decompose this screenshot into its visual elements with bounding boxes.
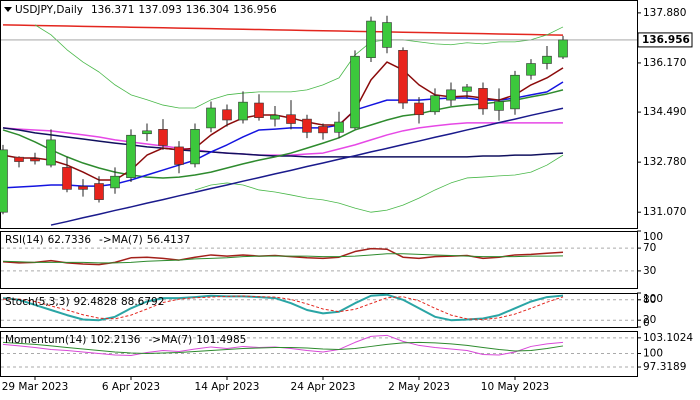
candle-body: [126, 134, 136, 178]
indicator-value: 88.6792: [121, 296, 164, 308]
series-line: [194, 154, 564, 213]
candle-body: [110, 175, 120, 189]
candle-body: [286, 114, 296, 124]
candle-body: [446, 89, 456, 101]
y-tick-label: 100: [643, 231, 663, 243]
indicator-value: 101.4985: [196, 334, 246, 346]
y-tick-label: 100: [643, 348, 663, 360]
x-tick-label: 6 Apr 2023: [102, 381, 160, 393]
candle-body: [206, 107, 216, 129]
candle-body: [46, 139, 56, 166]
series-line: [2, 24, 564, 36]
chart-header: USDJPY,Daily 136.371 137.093 136.304 136.956: [15, 4, 277, 16]
candle-body: [478, 88, 488, 110]
y-tick-label: 80: [643, 294, 656, 306]
candle-body: [382, 22, 392, 48]
candle-body: [270, 115, 280, 120]
candle-body: [334, 121, 344, 133]
header-value: 137.093: [138, 4, 181, 16]
series-line: [2, 253, 564, 264]
header-value: 136.371: [91, 4, 134, 16]
y-tick-label: 131.070: [643, 206, 686, 218]
candle-body: [62, 167, 72, 190]
x-tick-label: 10 May 2023: [481, 381, 549, 393]
candle-body: [350, 55, 360, 129]
series-line: [2, 61, 564, 181]
panel-frame: [0, 231, 638, 289]
candle-body: [526, 63, 536, 76]
candle-body: [30, 158, 40, 162]
candle-body: [414, 102, 424, 116]
candle-body: [14, 156, 24, 162]
series-line: [3, 295, 564, 321]
candle-body: [158, 129, 168, 146]
indicator-name: ->MA(7): [149, 334, 193, 346]
menu-arrow: [4, 7, 12, 12]
candle-body: [190, 129, 200, 165]
candle-body: [542, 55, 552, 64]
indicator-value: 102.2136: [90, 334, 140, 346]
indicator-name: Stoch(5,3,3): [5, 296, 70, 308]
candle-body: [318, 126, 328, 134]
y-tick-label: 70: [643, 242, 656, 254]
x-tick-label: 2 May 2023: [388, 381, 450, 393]
candle-body: [254, 102, 264, 118]
candle-body: [142, 130, 152, 135]
candle-body: [238, 101, 248, 121]
series-line: [2, 341, 564, 354]
indicator-value: 62.7336: [48, 234, 92, 246]
candle-body: [494, 101, 504, 111]
y-tick-label: 137.880: [643, 7, 686, 19]
candle-body: [366, 20, 376, 58]
candle-body: [94, 183, 104, 200]
header-value: 136.956: [233, 4, 277, 16]
candle-body: [174, 146, 184, 165]
candle-body: [462, 86, 472, 92]
candle-body: [510, 74, 520, 110]
x-tick-label: 29 Mar 2023: [2, 381, 69, 393]
y-tick-label: 136.170: [643, 57, 686, 69]
candle-body: [302, 118, 312, 133]
indicator-value: 92.4828: [74, 296, 117, 308]
y-tick-label: 30: [643, 265, 656, 277]
indicator-name: Momentum(14): [5, 334, 86, 346]
series-line: [2, 89, 564, 179]
y-tick-label: 0: [643, 317, 650, 329]
indicator-name: ->MA(7): [99, 234, 143, 246]
indicator-value: 56.4137: [147, 234, 190, 246]
indicator-header: RSI(14) 62.7336 ->MA(7) 56.4137: [5, 234, 190, 246]
y-tick-label: 20: [643, 314, 656, 326]
panel-frame: [0, 0, 638, 229]
indicator-name: RSI(14): [5, 234, 44, 246]
series-line: [34, 24, 564, 109]
price-box: [637, 32, 693, 48]
x-tick-label: 24 Apr 2023: [291, 381, 356, 393]
y-tick-label: 132.780: [643, 156, 686, 168]
y-tick-label: 103.1024: [643, 332, 693, 344]
header-value: 136.304: [186, 4, 230, 16]
panel-frame: [0, 293, 638, 328]
candle-body: [398, 50, 408, 104]
x-tick-label: 14 Apr 2023: [195, 381, 260, 393]
y-tick-label: 134.490: [643, 106, 686, 118]
y-tick-label: 97.3189: [643, 361, 686, 373]
candle-body: [430, 95, 440, 113]
y-tick-label: 100: [643, 293, 663, 305]
indicator-header: Stoch(5,3,3) 92.4828 88.6792: [5, 296, 164, 308]
candle-body: [78, 186, 88, 190]
indicator-header: Momentum(14) 102.2136 ->MA(7) 101.4985: [5, 334, 246, 346]
chart-title: USDJPY,Daily: [15, 4, 83, 16]
series-line: [2, 127, 564, 158]
series-line: [50, 107, 564, 226]
candle-body: [558, 39, 568, 58]
candle-body: [0, 149, 8, 213]
candle-body: [222, 109, 232, 121]
current-price-label: 136.956: [642, 34, 690, 46]
